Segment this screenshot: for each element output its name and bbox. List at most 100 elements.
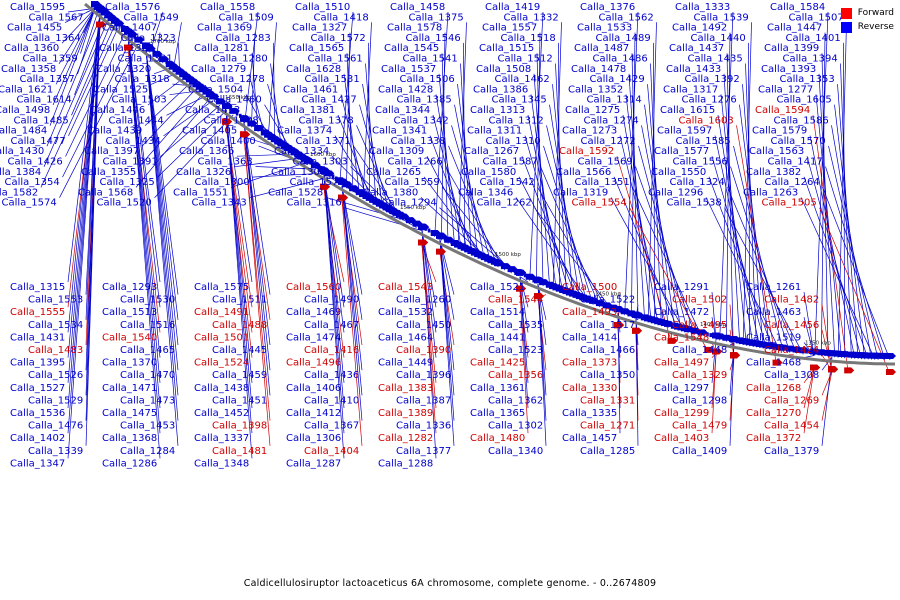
- reverse-gene-feature: [533, 277, 536, 281]
- gene-label: Calla_1284: [120, 446, 175, 457]
- gene-label: Calla_1467: [304, 320, 359, 331]
- leader-line: [440, 240, 454, 446]
- reverse-gene-feature: [655, 319, 658, 323]
- reverse-gene-feature: [722, 336, 725, 340]
- gene-label: Calla_1368: [102, 433, 157, 444]
- gene-label: Calla_1481: [212, 446, 267, 457]
- reverse-gene-feature: [421, 225, 424, 229]
- gene-label: Calla_1514: [470, 307, 525, 318]
- reverse-gene-feature: [172, 65, 175, 69]
- gene-label: Calla_1395: [10, 358, 65, 369]
- leader-line: [146, 50, 178, 295]
- reverse-gene-feature: [863, 354, 866, 358]
- reverse-gene-feature: [514, 269, 517, 273]
- gene-label: Calla_1414: [562, 332, 617, 343]
- gene-label: Calla_1404: [304, 446, 359, 457]
- reverse-gene-feature: [530, 276, 533, 280]
- gene-label: Calla_1495: [672, 320, 727, 331]
- gene-label: Calla_1285: [580, 446, 635, 457]
- reverse-gene-feature: [645, 317, 648, 321]
- gene-label: Calla_1340: [488, 446, 543, 457]
- gene-label: Calla_1540: [102, 332, 157, 343]
- gene-label: Calla_1523: [488, 345, 543, 356]
- reverse-gene-feature: [434, 232, 437, 236]
- reverse-gene-feature: [885, 355, 888, 359]
- gene-label: Calla_1526: [28, 370, 83, 381]
- gene-label: Calla_1574: [2, 198, 57, 209]
- reverse-gene-feature: [412, 220, 415, 224]
- genome-map: 1700 kbp1650 kbp1600 kbp1550 kbp1500 kbp…: [0, 0, 900, 600]
- reverse-gene-feature: [396, 212, 399, 216]
- gene-label: Calla_1412: [286, 408, 341, 419]
- gene-label: Calla_1480: [470, 433, 525, 444]
- reverse-gene-feature: [889, 355, 892, 359]
- gene-label: Calla_1308: [764, 370, 819, 381]
- forward-gene-feature: [418, 239, 428, 245]
- gene-label: Calla_1463: [746, 307, 801, 318]
- reverse-gene-feature: [521, 272, 524, 276]
- reverse-gene-feature: [271, 136, 274, 140]
- reverse-gene-feature: [409, 218, 412, 222]
- gene-label: Calla_1470: [120, 370, 175, 381]
- leader-line: [832, 125, 872, 359]
- reverse-gene-feature: [473, 251, 476, 255]
- gene-label: Calla_1456: [764, 320, 819, 331]
- reverse-gene-feature: [629, 312, 632, 316]
- reverse-gene-feature: [825, 352, 828, 356]
- gene-label: Calla_1530: [120, 295, 175, 306]
- gene-label: Calla_1287: [286, 458, 341, 469]
- forward-gene-feature: [844, 367, 854, 373]
- gene-label: Calla_1544: [488, 295, 543, 306]
- reverse-gene-feature: [351, 186, 354, 190]
- gene-label: Calla_1543: [378, 282, 433, 293]
- reverse-gene-feature: [348, 184, 351, 188]
- reverse-gene-feature: [732, 338, 735, 342]
- leader-line: [244, 122, 270, 294]
- gene-label: Calla_1522: [580, 295, 635, 306]
- reverse-gene-feature: [402, 215, 405, 219]
- reverse-gene-feature: [549, 284, 552, 288]
- gene-label: Calla_1502: [672, 295, 727, 306]
- reverse-gene-feature: [373, 199, 376, 203]
- reverse-gene-feature: [543, 281, 546, 285]
- reverse-gene-feature: [498, 262, 501, 266]
- reverse-gene-feature: [738, 339, 741, 343]
- gene-label: Calla_1409: [672, 446, 727, 457]
- gene-label: Calla_1330: [562, 383, 617, 394]
- reverse-gene-feature: [191, 79, 194, 83]
- reverse-gene-feature: [633, 313, 636, 317]
- reverse-gene-feature: [517, 271, 520, 275]
- gene-label: Calla_1356: [488, 370, 543, 381]
- reverse-gene-feature: [636, 314, 639, 318]
- gene-label: Calla_1488: [212, 320, 267, 331]
- gene-label: Calla_1438: [194, 383, 249, 394]
- gene-label: Calla_1271: [580, 421, 635, 432]
- gene-label: Calla_1475: [102, 408, 157, 419]
- gene-label: Calla_1534: [28, 320, 83, 331]
- gene-label: Calla_1457: [562, 433, 617, 444]
- gene-label: Calla_1416: [304, 345, 359, 356]
- gene-label: Calla_1306: [286, 433, 341, 444]
- reverse-gene-feature: [834, 352, 837, 356]
- legend-forward-label: Forward: [858, 8, 894, 18]
- reverse-gene-feature: [716, 335, 719, 339]
- gene-label: Calla_1445: [212, 345, 267, 356]
- gene-label: Calla_1298: [672, 395, 727, 406]
- gene-label: Calla_1548: [654, 332, 709, 343]
- reverse-gene-feature: [850, 354, 853, 358]
- gene-label: Calla_1370: [102, 358, 157, 369]
- reverse-gene-feature: [642, 316, 645, 320]
- gene-label: Calla_1396: [396, 370, 451, 381]
- reverse-gene-feature: [489, 258, 492, 262]
- reverse-gene-feature: [837, 353, 840, 357]
- gene-label: Calla_1389: [378, 408, 433, 419]
- reverse-gene-feature: [527, 275, 530, 279]
- gene-label: Calla_1465: [120, 345, 175, 356]
- reverse-gene-feature: [537, 279, 540, 283]
- gene-label: Calla_1350: [580, 370, 635, 381]
- gene-label: Calla_1337: [194, 433, 249, 444]
- reverse-gene-feature: [425, 227, 428, 231]
- reverse-gene-feature: [511, 268, 514, 272]
- scale-label: 1500 kbp: [495, 252, 521, 258]
- gene-label: Calla_1331: [580, 395, 635, 406]
